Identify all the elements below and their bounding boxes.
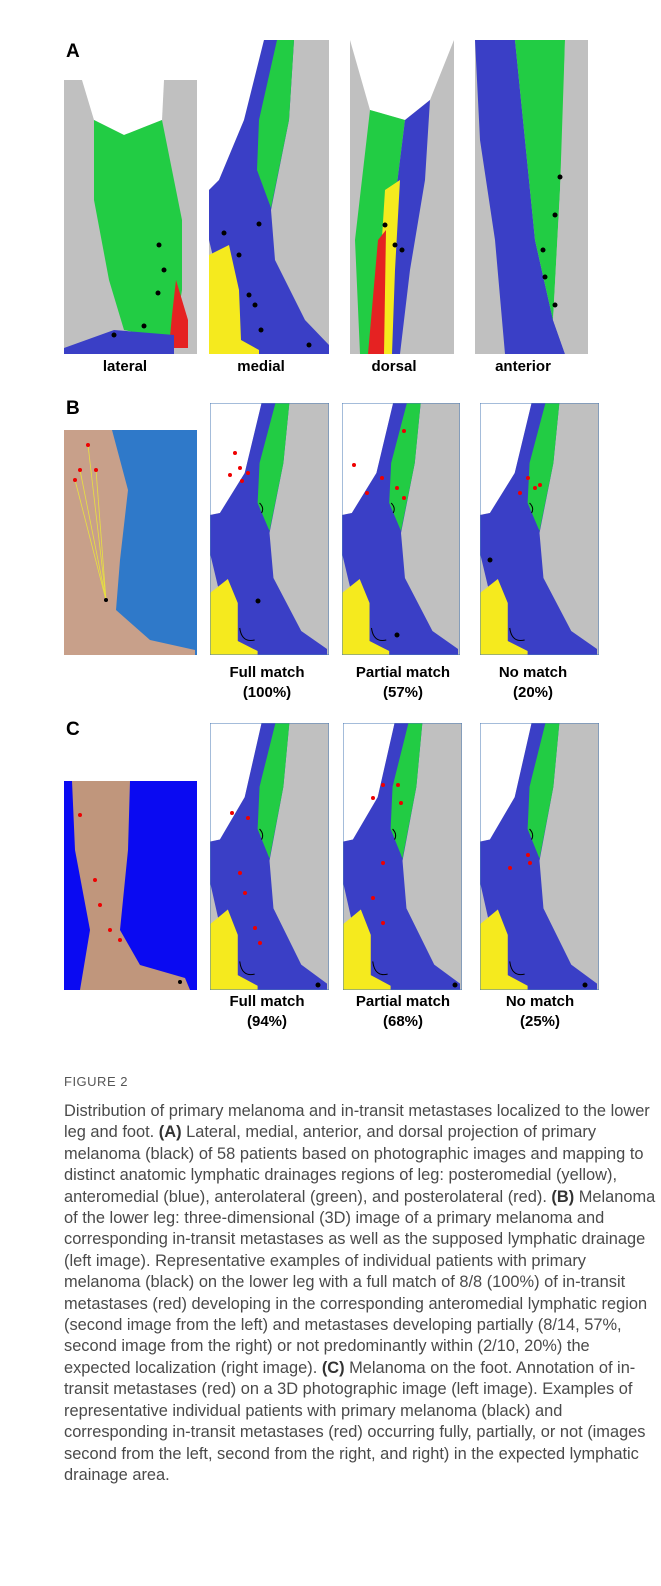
match-caption: No match xyxy=(499,664,567,681)
leg-example xyxy=(343,723,462,990)
photo xyxy=(64,781,197,990)
panel-label: B xyxy=(66,398,80,419)
match-percent: (20%) xyxy=(513,684,553,701)
leg-example xyxy=(210,403,329,655)
photo xyxy=(64,430,197,655)
leg-example xyxy=(342,403,460,655)
match-percent: (100%) xyxy=(243,684,291,701)
caption-panel-ref: (A) xyxy=(158,1123,182,1142)
caption-text: Melanoma of the lower leg: three-dimensi… xyxy=(64,1187,656,1377)
caption-panel-ref: (B) xyxy=(551,1187,575,1206)
match-caption: Full match xyxy=(229,993,304,1010)
match-caption: Partial match xyxy=(356,993,450,1010)
leg-example xyxy=(480,723,599,990)
match-percent: (57%) xyxy=(383,684,423,701)
figure: A lateral medial dorsal anterior B Full … xyxy=(64,0,599,1030)
match-percent: (68%) xyxy=(383,1013,423,1030)
match-caption: Partial match xyxy=(356,664,450,681)
view-caption: lateral xyxy=(103,358,147,375)
match-percent: (25%) xyxy=(520,1013,560,1030)
leg-example xyxy=(480,403,599,655)
caption-text: Lateral, medial, anterior, and dorsal pr… xyxy=(64,1123,644,1206)
figure-label: FIGURE 2 xyxy=(64,1074,128,1089)
view-caption: anterior xyxy=(495,358,551,375)
match-percent: (94%) xyxy=(247,1013,287,1030)
panel-label: C xyxy=(66,719,80,740)
leg-example xyxy=(210,723,329,990)
view-caption: dorsal xyxy=(371,358,416,375)
panel-label: A xyxy=(66,41,80,62)
view-caption: medial xyxy=(237,358,285,375)
match-caption: Full match xyxy=(229,664,304,681)
leg-medial xyxy=(209,40,329,354)
caption-text: Melanoma on the foot. Annotation of in-t… xyxy=(64,1358,646,1484)
leg-anterior xyxy=(475,40,588,354)
caption-text: Distribution of primary melanoma and in-… xyxy=(64,1102,650,1142)
leg-lateral xyxy=(64,80,197,354)
match-caption: No match xyxy=(506,993,574,1010)
caption-panel-ref: (C) xyxy=(321,1358,345,1377)
leg-dorsal xyxy=(350,40,454,354)
figure-caption: Distribution of primary melanoma and in-… xyxy=(64,1101,656,1486)
